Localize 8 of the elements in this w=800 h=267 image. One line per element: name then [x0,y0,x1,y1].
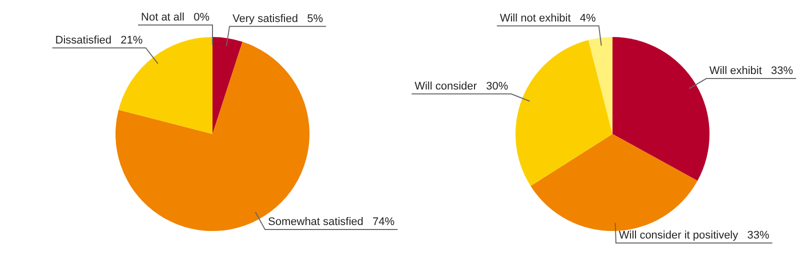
slice-label: Dissatisfied 21% [55,34,143,46]
category-label: Not at all 0% [141,12,210,24]
slice-label: Will exhibit 33% [709,65,794,78]
slice-label: Will consider 30% [414,80,508,92]
slice-label: Will consider it positively 33% [618,229,770,242]
slice-label: Very satisfied 5% [232,12,324,25]
slice-label: Somewhat satisfied 74% [268,216,395,228]
slice-label: Will not exhibit 4% [500,12,596,24]
